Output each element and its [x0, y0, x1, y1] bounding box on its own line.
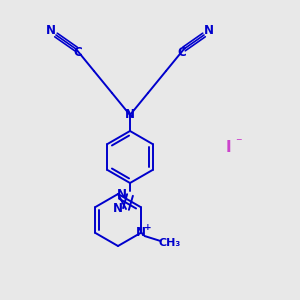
Text: I: I	[225, 140, 231, 155]
Text: N: N	[117, 188, 127, 202]
Text: N: N	[46, 25, 56, 38]
Text: N: N	[125, 109, 135, 122]
Text: N: N	[113, 202, 123, 215]
Text: N: N	[136, 226, 146, 239]
Text: N: N	[204, 25, 214, 38]
Text: C: C	[178, 46, 186, 59]
Text: C: C	[74, 46, 82, 59]
Text: CH₃: CH₃	[158, 238, 181, 248]
Text: ⁻: ⁻	[235, 136, 241, 149]
Text: +: +	[144, 224, 151, 232]
